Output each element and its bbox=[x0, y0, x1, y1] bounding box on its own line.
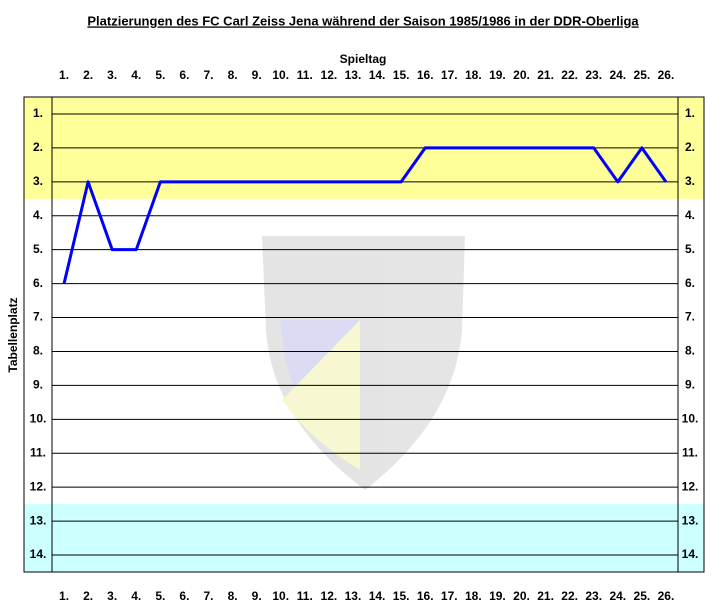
y-tick-label-left: 5. bbox=[33, 242, 43, 256]
y-tick-label-left: 6. bbox=[33, 276, 43, 290]
x-tick-label-bottom: 1. bbox=[59, 589, 69, 603]
y-tick-label-right: 3. bbox=[685, 174, 695, 188]
x-tick-label-bottom: 11. bbox=[297, 589, 313, 603]
y-tick-label-right: 4. bbox=[685, 208, 695, 222]
y-tick-label-left: 9. bbox=[33, 378, 43, 392]
x-tick-label-bottom: 8. bbox=[228, 589, 238, 603]
y-tick-label-left: 1. bbox=[33, 106, 43, 120]
x-tick-label-bottom: 6. bbox=[179, 589, 189, 603]
x-tick-label-bottom: 5. bbox=[155, 589, 165, 603]
x-tick-label-top: 12. bbox=[321, 68, 338, 82]
x-tick-label-bottom: 17. bbox=[441, 589, 458, 603]
y-tick-label-right: 6. bbox=[685, 276, 695, 290]
x-tick-label-top: 11. bbox=[297, 68, 313, 82]
y-tick-label-left: 8. bbox=[33, 344, 43, 358]
y-tick-label-right: 10. bbox=[682, 411, 699, 425]
y-tick-label-left: 4. bbox=[33, 208, 43, 222]
y-tick-label-right: 5. bbox=[685, 242, 695, 256]
y-tick-label-left: 12. bbox=[30, 479, 47, 493]
x-tick-label-bottom: 25. bbox=[634, 589, 651, 603]
x-tick-label-bottom: 12. bbox=[321, 589, 338, 603]
x-axis-label: Spieltag bbox=[340, 52, 387, 66]
x-tick-label-top: 20. bbox=[513, 68, 530, 82]
x-tick-label-top: 25. bbox=[634, 68, 651, 82]
x-tick-label-bottom: 22. bbox=[561, 589, 578, 603]
x-tick-label-top: 8. bbox=[228, 68, 238, 82]
x-tick-label-bottom: 20. bbox=[513, 589, 530, 603]
x-tick-label-top: 15. bbox=[393, 68, 410, 82]
y-tick-label-left: 14. bbox=[30, 547, 47, 561]
y-tick-label-right: 1. bbox=[685, 106, 695, 120]
x-tick-label-top: 2. bbox=[83, 68, 93, 82]
x-tick-label-bottom: 19. bbox=[489, 589, 506, 603]
y-tick-label-left: 3. bbox=[33, 174, 43, 188]
watermark-logo bbox=[262, 236, 465, 490]
x-tick-label-top: 9. bbox=[252, 68, 262, 82]
x-tick-label-top: 17. bbox=[441, 68, 458, 82]
x-tick-label-top: 13. bbox=[345, 68, 362, 82]
x-tick-label-bottom: 24. bbox=[609, 589, 626, 603]
y-tick-label-left: 2. bbox=[33, 140, 43, 154]
x-tick-label-top: 23. bbox=[585, 68, 602, 82]
x-tick-label-bottom: 16. bbox=[417, 589, 434, 603]
outer-frame bbox=[23, 96, 705, 573]
x-tick-label-top: 19. bbox=[489, 68, 506, 82]
y-tick-label-left: 13. bbox=[30, 513, 47, 527]
x-tick-label-top: 4. bbox=[131, 68, 141, 82]
x-tick-label-top: 6. bbox=[179, 68, 189, 82]
x-tick-label-top: 14. bbox=[369, 68, 386, 82]
data-line bbox=[62, 146, 668, 284]
y-tick-label-right: 7. bbox=[685, 310, 695, 324]
x-tick-label-bottom: 23. bbox=[585, 589, 602, 603]
x-tick-label-top: 22. bbox=[561, 68, 578, 82]
y-tick-label-right: 2. bbox=[685, 140, 695, 154]
y-tick-label-right: 8. bbox=[685, 344, 695, 358]
x-tick-label-bottom: 21. bbox=[537, 589, 554, 603]
x-tick-label-bottom: 4. bbox=[131, 589, 141, 603]
y-tick-label-left: 10. bbox=[30, 411, 47, 425]
x-tick-label-top: 3. bbox=[107, 68, 117, 82]
x-tick-label-bottom: 14. bbox=[369, 589, 386, 603]
x-tick-label-bottom: 26. bbox=[658, 589, 675, 603]
x-tick-label-top: 24. bbox=[609, 68, 626, 82]
x-tick-label-bottom: 18. bbox=[465, 589, 482, 603]
x-tick-label-bottom: 3. bbox=[107, 589, 117, 603]
y-tick-label-right: 13. bbox=[682, 513, 699, 527]
x-tick-label-top: 7. bbox=[203, 68, 213, 82]
x-tick-label-bottom: 10. bbox=[272, 589, 289, 603]
y-tick-label-right: 11. bbox=[682, 445, 698, 459]
x-tick-label-top: 18. bbox=[465, 68, 482, 82]
y-tick-label-right: 14. bbox=[682, 547, 699, 561]
chart-title: Platzierungen des FC Carl Zeiss Jena wäh… bbox=[87, 13, 639, 28]
x-tick-label-bottom: 9. bbox=[252, 589, 262, 603]
y-tick-label-left: 7. bbox=[33, 310, 43, 324]
y-tick-label-right: 9. bbox=[685, 378, 695, 392]
x-tick-label-bottom: 13. bbox=[345, 589, 362, 603]
x-tick-label-top: 5. bbox=[155, 68, 165, 82]
x-tick-label-bottom: 7. bbox=[203, 589, 213, 603]
grid bbox=[52, 113, 678, 556]
x-tick-label-top: 26. bbox=[658, 68, 675, 82]
x-tick-label-top: 10. bbox=[272, 68, 289, 82]
x-tick-label-bottom: 15. bbox=[393, 589, 410, 603]
y-tick-label-right: 12. bbox=[682, 479, 699, 493]
y-tick-label-left: 11. bbox=[30, 445, 46, 459]
x-tick-label-top: 1. bbox=[59, 68, 69, 82]
background-band bbox=[24, 504, 704, 572]
x-tick-label-bottom: 2. bbox=[83, 589, 93, 603]
x-tick-label-top: 16. bbox=[417, 68, 434, 82]
y-axis-label: Tabellenplatz bbox=[6, 297, 20, 372]
x-tick-label-top: 21. bbox=[537, 68, 554, 82]
